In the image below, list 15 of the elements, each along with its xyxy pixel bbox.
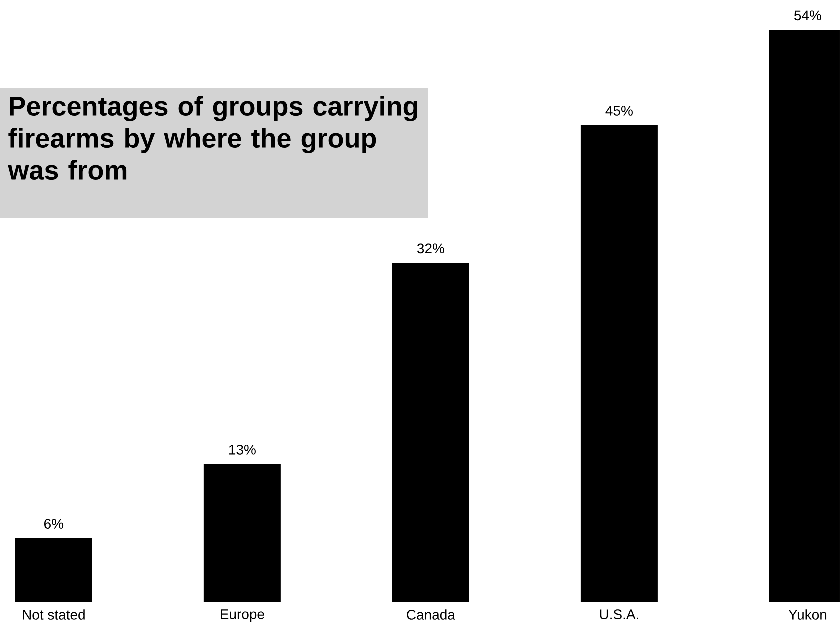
x-tick-label: Europe [221,610,264,622]
data-label: 13% [229,444,256,455]
x-tick-label: Yukon [788,610,827,620]
data-label: 54% [794,10,822,21]
bar [580,125,658,602]
bar [392,263,470,602]
data-label: 6% [44,519,64,530]
bar [204,464,281,602]
data-label: 45% [606,106,633,116]
bar [15,538,92,602]
data-label: 32% [417,244,444,254]
x-tick-label: Canada [407,610,456,620]
x-tick-label: Not stated [23,610,85,620]
x-tick-label: U.S.A. [600,610,638,620]
text: Percentages of groups carrying firearms by where the group was from [8,96,418,180]
